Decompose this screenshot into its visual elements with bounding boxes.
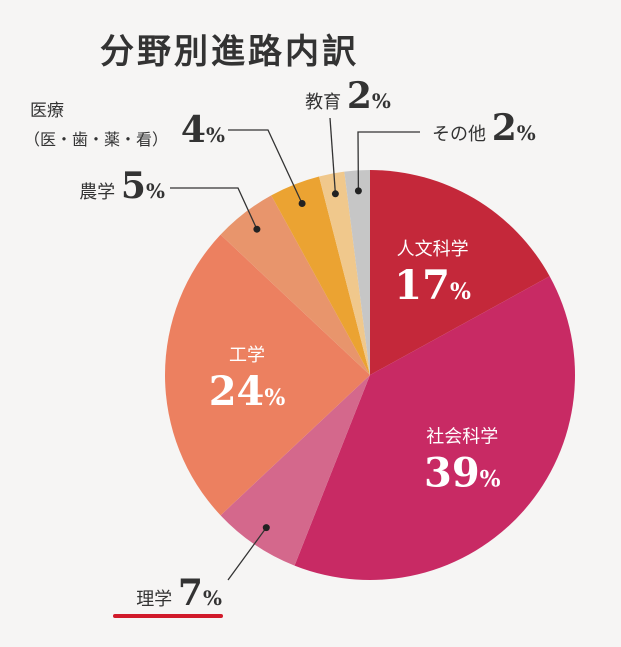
- pie-slice-2: [294, 276, 575, 580]
- slice-value-number: 24: [209, 368, 265, 415]
- pie-slice-1: [370, 170, 550, 375]
- callout-name-label: その他: [432, 124, 492, 145]
- slice-value-unit: %: [450, 279, 471, 305]
- slice-value-label: 24%: [209, 368, 286, 415]
- callout-value-label: その他 2%: [432, 107, 536, 149]
- callout-value-unit: %: [517, 121, 536, 145]
- callout-value-number: 2: [492, 107, 517, 149]
- callout-line-5: [170, 187, 258, 230]
- callout-line-6: [228, 129, 303, 204]
- callout-value-number: 7: [178, 572, 203, 614]
- pie-slice-3: [220, 375, 370, 566]
- pie-slice-4: [165, 234, 370, 516]
- callout-value-unit: %: [206, 123, 225, 147]
- slice-value-unit: %: [480, 466, 501, 492]
- callout-line-3: [227, 527, 267, 581]
- pie-slice-5: [220, 195, 370, 375]
- callout-name-label: 教育: [305, 92, 347, 113]
- callout-name-label: 農学: [79, 182, 121, 203]
- slice-value-unit: %: [264, 385, 285, 411]
- slice-name-label: 社会科学: [426, 426, 498, 447]
- pie-slice-8: [344, 170, 370, 375]
- callout-label-3: 理学 7%: [136, 572, 222, 614]
- callout-dot-5: [253, 225, 261, 233]
- callout-value-label: 理学 7%: [136, 572, 222, 614]
- callout-line-8: [357, 131, 420, 191]
- callout-name-label: 医療: [30, 101, 64, 121]
- chart-title: 分野別進路内訳: [100, 32, 359, 72]
- slice-value-number: 17: [394, 262, 450, 309]
- callout-label-6: 医療 （医・歯・薬・看） 4%: [24, 101, 225, 151]
- callout-subname-label: （医・歯・薬・看）: [24, 130, 168, 149]
- slice-value-number: 39: [424, 449, 480, 496]
- callout-dot-8: [354, 187, 362, 195]
- slice-name-label: 人文科学: [397, 239, 469, 260]
- callout-value-number: 4: [181, 109, 206, 151]
- callout-value-unit: %: [203, 586, 222, 610]
- callout-dot-7: [331, 190, 339, 198]
- callout-label-5: 農学 5%: [79, 165, 165, 207]
- callout-value-label: 教育 2%: [305, 75, 391, 117]
- slice-value-label: 39%: [424, 449, 501, 496]
- callout-label-7: 教育 2%: [305, 75, 391, 117]
- highlight-underline: [113, 614, 223, 618]
- pie-slice-6: [271, 176, 370, 375]
- callout-label-8: その他 2%: [432, 107, 536, 149]
- callout-value-number: 2: [347, 75, 372, 117]
- callout-value-unit: %: [146, 179, 165, 203]
- slice-value-label: 17%: [394, 262, 471, 309]
- callout-value-unit: %: [372, 89, 391, 113]
- callout-value-number: 5: [121, 165, 146, 207]
- slice-name-label: 工学: [229, 345, 265, 366]
- callout-value-label: 4%: [181, 109, 225, 151]
- callout-dot-3: [262, 524, 270, 532]
- pie-slice-7: [319, 171, 370, 375]
- callout-value-label: 農学 5%: [79, 165, 165, 207]
- callout-line-7: [329, 117, 337, 194]
- callout-name-label: 理学: [136, 589, 178, 610]
- callout-dot-6: [298, 200, 306, 207]
